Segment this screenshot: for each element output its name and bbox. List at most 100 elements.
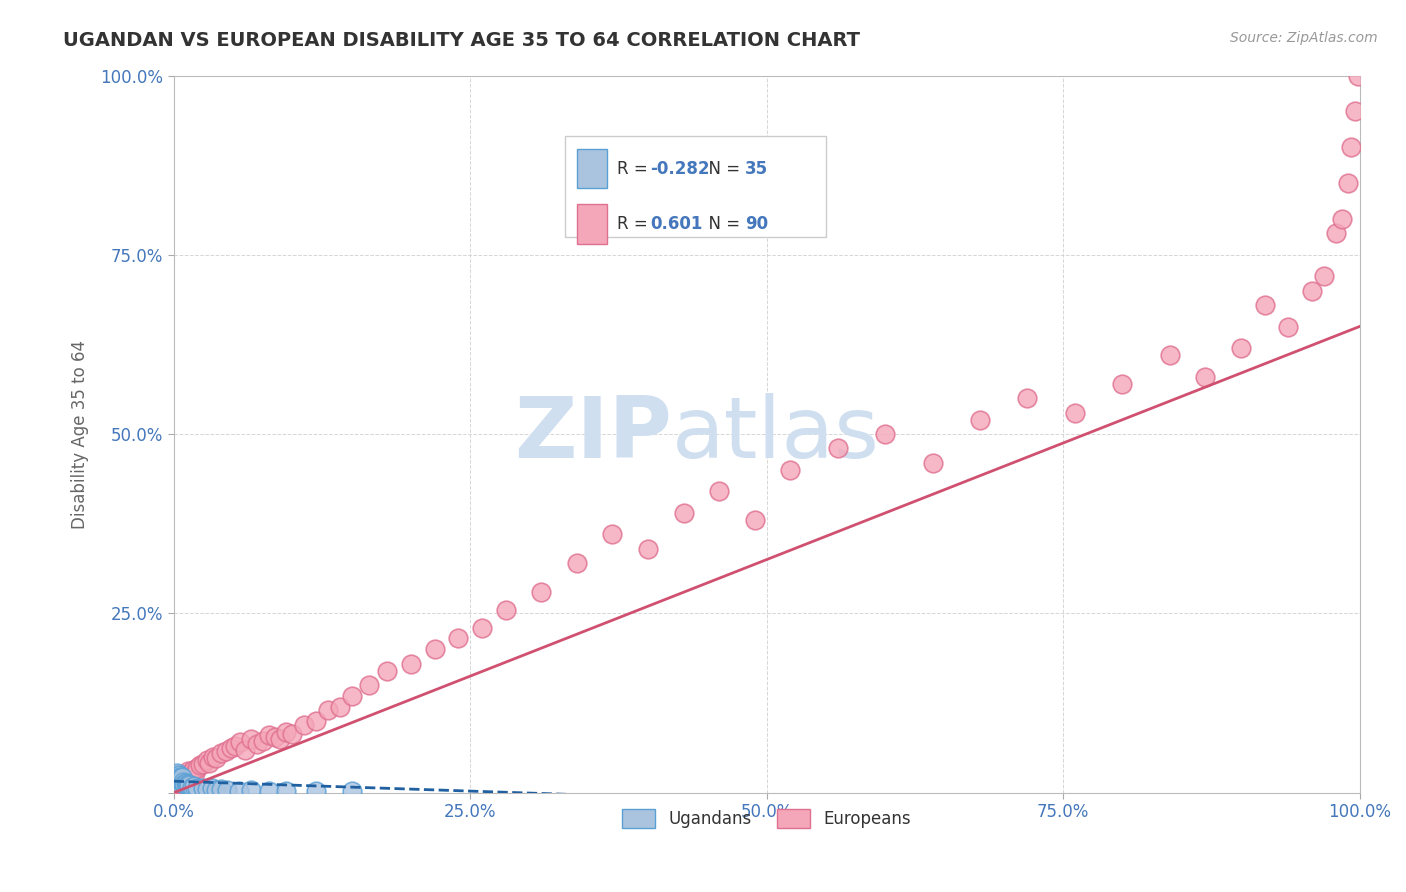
- Point: [195, 753, 218, 767]
- Point: [1230, 341, 1253, 355]
- Point: [169, 770, 191, 784]
- Point: [1194, 369, 1216, 384]
- Bar: [576, 204, 606, 244]
- Text: -0.282: -0.282: [651, 160, 710, 178]
- Point: [229, 735, 252, 749]
- Point: [177, 764, 200, 779]
- Point: [195, 782, 218, 797]
- Point: [224, 739, 246, 753]
- Point: [340, 784, 363, 798]
- Point: [167, 775, 190, 789]
- Point: [252, 734, 274, 748]
- Point: [1253, 298, 1275, 312]
- Text: R =: R =: [617, 160, 654, 178]
- Point: [423, 642, 446, 657]
- Point: [166, 772, 188, 787]
- Point: [170, 772, 193, 787]
- Point: [166, 770, 188, 784]
- Point: [744, 513, 766, 527]
- Point: [170, 779, 193, 793]
- Point: [495, 603, 517, 617]
- Point: [257, 728, 280, 742]
- Point: [183, 779, 205, 793]
- Point: [165, 779, 187, 793]
- Point: [447, 632, 470, 646]
- Point: [375, 664, 398, 678]
- Point: [169, 775, 191, 789]
- Point: [246, 737, 269, 751]
- Point: [228, 783, 250, 797]
- Point: [176, 772, 198, 787]
- Point: [215, 744, 238, 758]
- Point: [172, 775, 194, 789]
- Bar: [576, 149, 606, 188]
- Point: [167, 779, 190, 793]
- Point: [166, 775, 188, 789]
- Point: [180, 768, 202, 782]
- Point: [1336, 176, 1358, 190]
- Point: [239, 782, 262, 797]
- Point: [672, 506, 695, 520]
- Point: [530, 585, 553, 599]
- Legend: Ugandans, Europeans: Ugandans, Europeans: [616, 802, 918, 835]
- Point: [163, 772, 186, 786]
- Point: [329, 699, 352, 714]
- Point: [219, 741, 242, 756]
- Point: [359, 678, 381, 692]
- Point: [1017, 391, 1039, 405]
- Point: [1301, 284, 1323, 298]
- Point: [170, 774, 193, 789]
- Point: [305, 784, 328, 798]
- Point: [205, 782, 228, 797]
- Text: ZIP: ZIP: [515, 392, 672, 475]
- FancyBboxPatch shape: [565, 136, 825, 237]
- Point: [172, 772, 194, 786]
- Point: [177, 777, 200, 791]
- Point: [209, 782, 232, 797]
- Point: [174, 768, 197, 782]
- Point: [170, 777, 193, 791]
- Point: [166, 777, 188, 791]
- Point: [174, 775, 197, 789]
- Text: UGANDAN VS EUROPEAN DISABILITY AGE 35 TO 64 CORRELATION CHART: UGANDAN VS EUROPEAN DISABILITY AGE 35 TO…: [63, 31, 860, 50]
- Point: [1277, 319, 1299, 334]
- Point: [239, 731, 262, 746]
- Point: [186, 760, 208, 774]
- Point: [165, 775, 187, 789]
- Text: N =: N =: [697, 160, 745, 178]
- Text: N =: N =: [697, 215, 745, 233]
- Point: [1330, 211, 1353, 226]
- Point: [169, 770, 191, 784]
- Point: [1340, 140, 1362, 154]
- Point: [166, 765, 188, 780]
- Point: [709, 484, 731, 499]
- Point: [167, 772, 190, 786]
- Point: [165, 768, 187, 782]
- Point: [1344, 104, 1367, 119]
- Point: [1313, 269, 1336, 284]
- Point: [921, 456, 943, 470]
- Point: [1324, 227, 1347, 241]
- Point: [565, 556, 588, 570]
- Text: Source: ZipAtlas.com: Source: ZipAtlas.com: [1230, 31, 1378, 45]
- Point: [233, 742, 256, 756]
- Point: [174, 779, 197, 793]
- Point: [201, 749, 224, 764]
- Point: [875, 427, 897, 442]
- Text: R =: R =: [617, 215, 654, 233]
- Point: [205, 751, 228, 765]
- Point: [201, 781, 224, 796]
- Point: [193, 756, 215, 771]
- Point: [602, 527, 624, 541]
- Point: [193, 780, 215, 795]
- Point: [340, 689, 363, 703]
- Point: [217, 782, 239, 797]
- Text: 0.601: 0.601: [651, 215, 703, 233]
- Point: [169, 772, 191, 787]
- Point: [969, 413, 991, 427]
- Point: [1111, 376, 1133, 391]
- Point: [209, 746, 232, 760]
- Point: [281, 727, 304, 741]
- Point: [167, 772, 190, 786]
- Point: [263, 730, 285, 744]
